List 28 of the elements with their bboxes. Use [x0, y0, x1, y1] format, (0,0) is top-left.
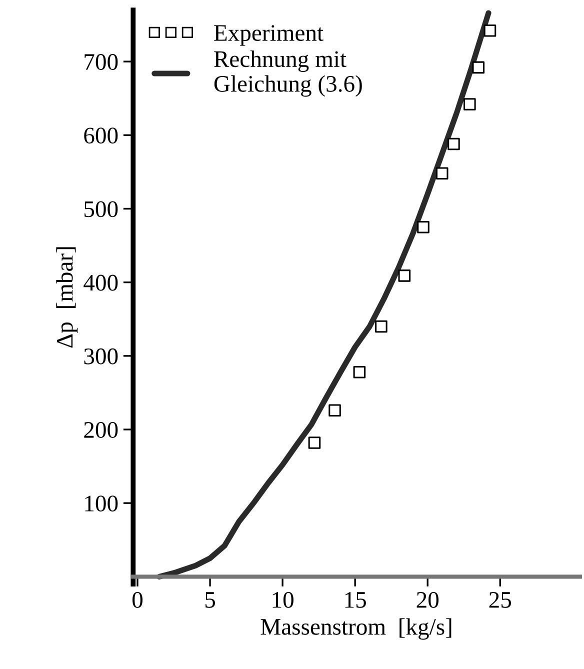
point [484, 24, 496, 37]
point [308, 436, 321, 449]
point [417, 220, 430, 234]
y-tick-label: 100 [85, 496, 118, 512]
y-tick-label: 300 [84, 348, 118, 364]
y-tick-label: 200 [84, 422, 118, 438]
x-tick-label: 10 [272, 592, 294, 608]
point [464, 98, 476, 110]
y-tick-label: 600 [84, 128, 118, 144]
point [472, 61, 485, 74]
x-tick-label: 20 [416, 592, 439, 608]
legend-label: Experiment [214, 25, 324, 46]
x-tick-label: 25 [489, 592, 512, 608]
y-tick-label: 500 [84, 201, 118, 218]
y-tick-label: 700 [84, 54, 118, 70]
legend-label: Rechnung mit Gleichung (3.6) [214, 50, 362, 97]
x-tick-label: 0 [132, 592, 143, 608]
point [436, 167, 448, 180]
point [353, 366, 366, 378]
point [328, 404, 341, 417]
y-axis-title: Δp [mbar] [56, 247, 78, 348]
point [448, 138, 460, 150]
x-tick-label: 15 [345, 592, 366, 608]
x-tick-label: 5 [206, 592, 216, 608]
y-tick-label: 400 [84, 274, 118, 291]
x-axis-title: Massenstrom [kg/s] [260, 618, 452, 640]
point [398, 270, 411, 282]
point [375, 320, 388, 333]
